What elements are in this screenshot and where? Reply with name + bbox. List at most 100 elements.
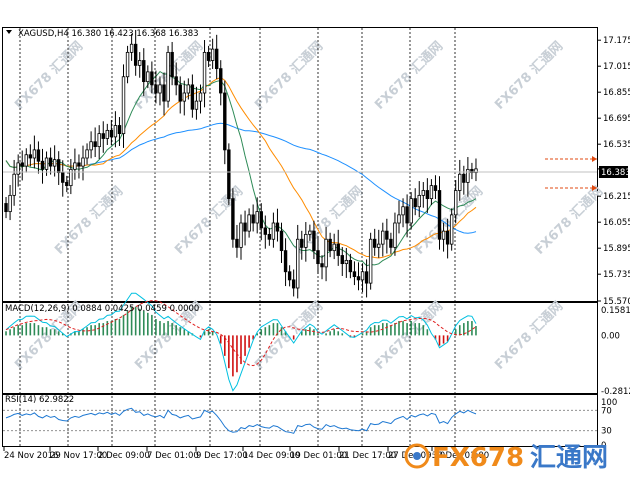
rsi-axis-label: 100	[601, 398, 617, 408]
candle-body	[129, 43, 134, 53]
candle-body	[279, 230, 284, 252]
candle-body	[389, 238, 393, 248]
candle-body	[40, 160, 45, 170]
macd-axis: 0.1581 0.00 -0.2812	[601, 306, 630, 397]
candle-body	[324, 238, 328, 268]
candle-body	[466, 168, 470, 183]
candle-body	[433, 185, 438, 191]
candle-body	[449, 214, 454, 245]
price-label: 16.855	[603, 88, 630, 98]
candle-body	[255, 211, 259, 224]
candle-body	[190, 84, 195, 110]
candle-body	[206, 51, 211, 61]
watermark-text: FX678 汇通网	[172, 183, 247, 258]
candle-body	[28, 154, 33, 159]
vertical-grid	[19, 28, 456, 447]
time-label: 24 Nov 2016	[4, 451, 58, 461]
candle-body	[52, 159, 57, 167]
candle-body	[182, 92, 186, 102]
candle-body	[368, 238, 373, 284]
price-label: 17.015	[603, 62, 630, 72]
candle-body	[304, 233, 308, 248]
candle-body	[381, 230, 385, 245]
candle-body	[138, 60, 142, 66]
candle-body	[109, 129, 114, 138]
candle-body	[186, 84, 191, 94]
candle-body	[105, 129, 110, 139]
candle-body	[441, 230, 446, 240]
candle-body	[344, 259, 349, 265]
candle-body	[166, 51, 170, 102]
candle-body	[364, 271, 369, 284]
candle-body	[178, 84, 182, 102]
candle-body	[214, 48, 219, 70]
price-label: 16.695	[603, 114, 630, 124]
rsi-layer	[3, 407, 597, 434]
ma-green-line	[5, 70, 477, 267]
candle-body	[16, 162, 20, 175]
watermark-text: FX678 汇通网	[252, 38, 327, 113]
macd-layer	[5, 292, 477, 392]
candle-body	[121, 76, 126, 135]
candle-body	[417, 194, 421, 208]
candle-body	[296, 238, 300, 289]
candle-body	[332, 243, 336, 252]
candle-body	[470, 168, 474, 174]
macd-axis-label: 0.1581	[601, 306, 630, 316]
candle-body	[336, 243, 340, 256]
candle-body	[219, 68, 223, 94]
candle-body	[287, 271, 292, 281]
candle-body	[231, 198, 235, 240]
candle-body	[377, 243, 381, 248]
time-label: 9 Dec 17:00	[196, 451, 248, 461]
candle-body	[202, 51, 207, 94]
macd-signal-line	[5, 300, 477, 367]
rsi-axis-label: 70	[601, 406, 612, 416]
rsi-line	[5, 407, 477, 434]
watermark-text: FX678 汇通网	[532, 183, 607, 258]
time-label: 2 Dec 09:00	[98, 451, 150, 461]
price-label: 16.535	[603, 140, 630, 150]
candle-body	[48, 157, 53, 167]
time-label: 29 Nov 17:00	[50, 451, 107, 461]
candle-body	[93, 141, 97, 148]
order-arrow-upper	[592, 156, 597, 162]
macd-label: MACD(12,26,9) 0.0884 0.0425 0.0459 0.000…	[5, 304, 199, 314]
candle-body	[462, 173, 466, 183]
candle-body	[77, 162, 81, 167]
candle-body	[271, 222, 276, 240]
time-label: 30 Dec 01:00	[432, 451, 489, 461]
candle-body	[198, 92, 203, 102]
candle-body	[239, 222, 243, 248]
order-arrow-lower	[592, 185, 597, 191]
candle-body	[32, 149, 37, 159]
candle-body	[146, 71, 150, 83]
time-label: 7 Dec 01:00	[147, 451, 199, 461]
rsi-panel-frame	[2, 394, 598, 447]
dropdown-triangle-icon[interactable]	[6, 30, 12, 34]
candle-body	[243, 222, 247, 232]
candle-body	[360, 271, 365, 281]
watermark-text: FX678 汇通网	[492, 298, 567, 373]
candle-body	[85, 149, 89, 159]
candle-body	[247, 214, 251, 232]
candle-body	[328, 238, 332, 252]
candle-body	[101, 133, 105, 139]
candle-body	[291, 279, 296, 289]
candle-body	[4, 203, 8, 213]
candle-body	[133, 43, 138, 66]
candle-body	[24, 154, 28, 167]
macd-main-line	[5, 292, 477, 392]
candles-layer[interactable]	[4, 29, 478, 299]
price-label: 15.735	[603, 270, 630, 280]
price-label: 16.055	[603, 218, 630, 228]
rsi-axis-label: 30	[601, 427, 612, 437]
candle-body	[174, 76, 178, 86]
candle-body	[429, 185, 434, 200]
candle-body	[12, 173, 16, 196]
watermark-text: FX678 汇通网	[12, 38, 87, 113]
brand-fx-text: FX678	[432, 443, 524, 473]
macd-axis-label: -0.2812	[601, 387, 630, 397]
